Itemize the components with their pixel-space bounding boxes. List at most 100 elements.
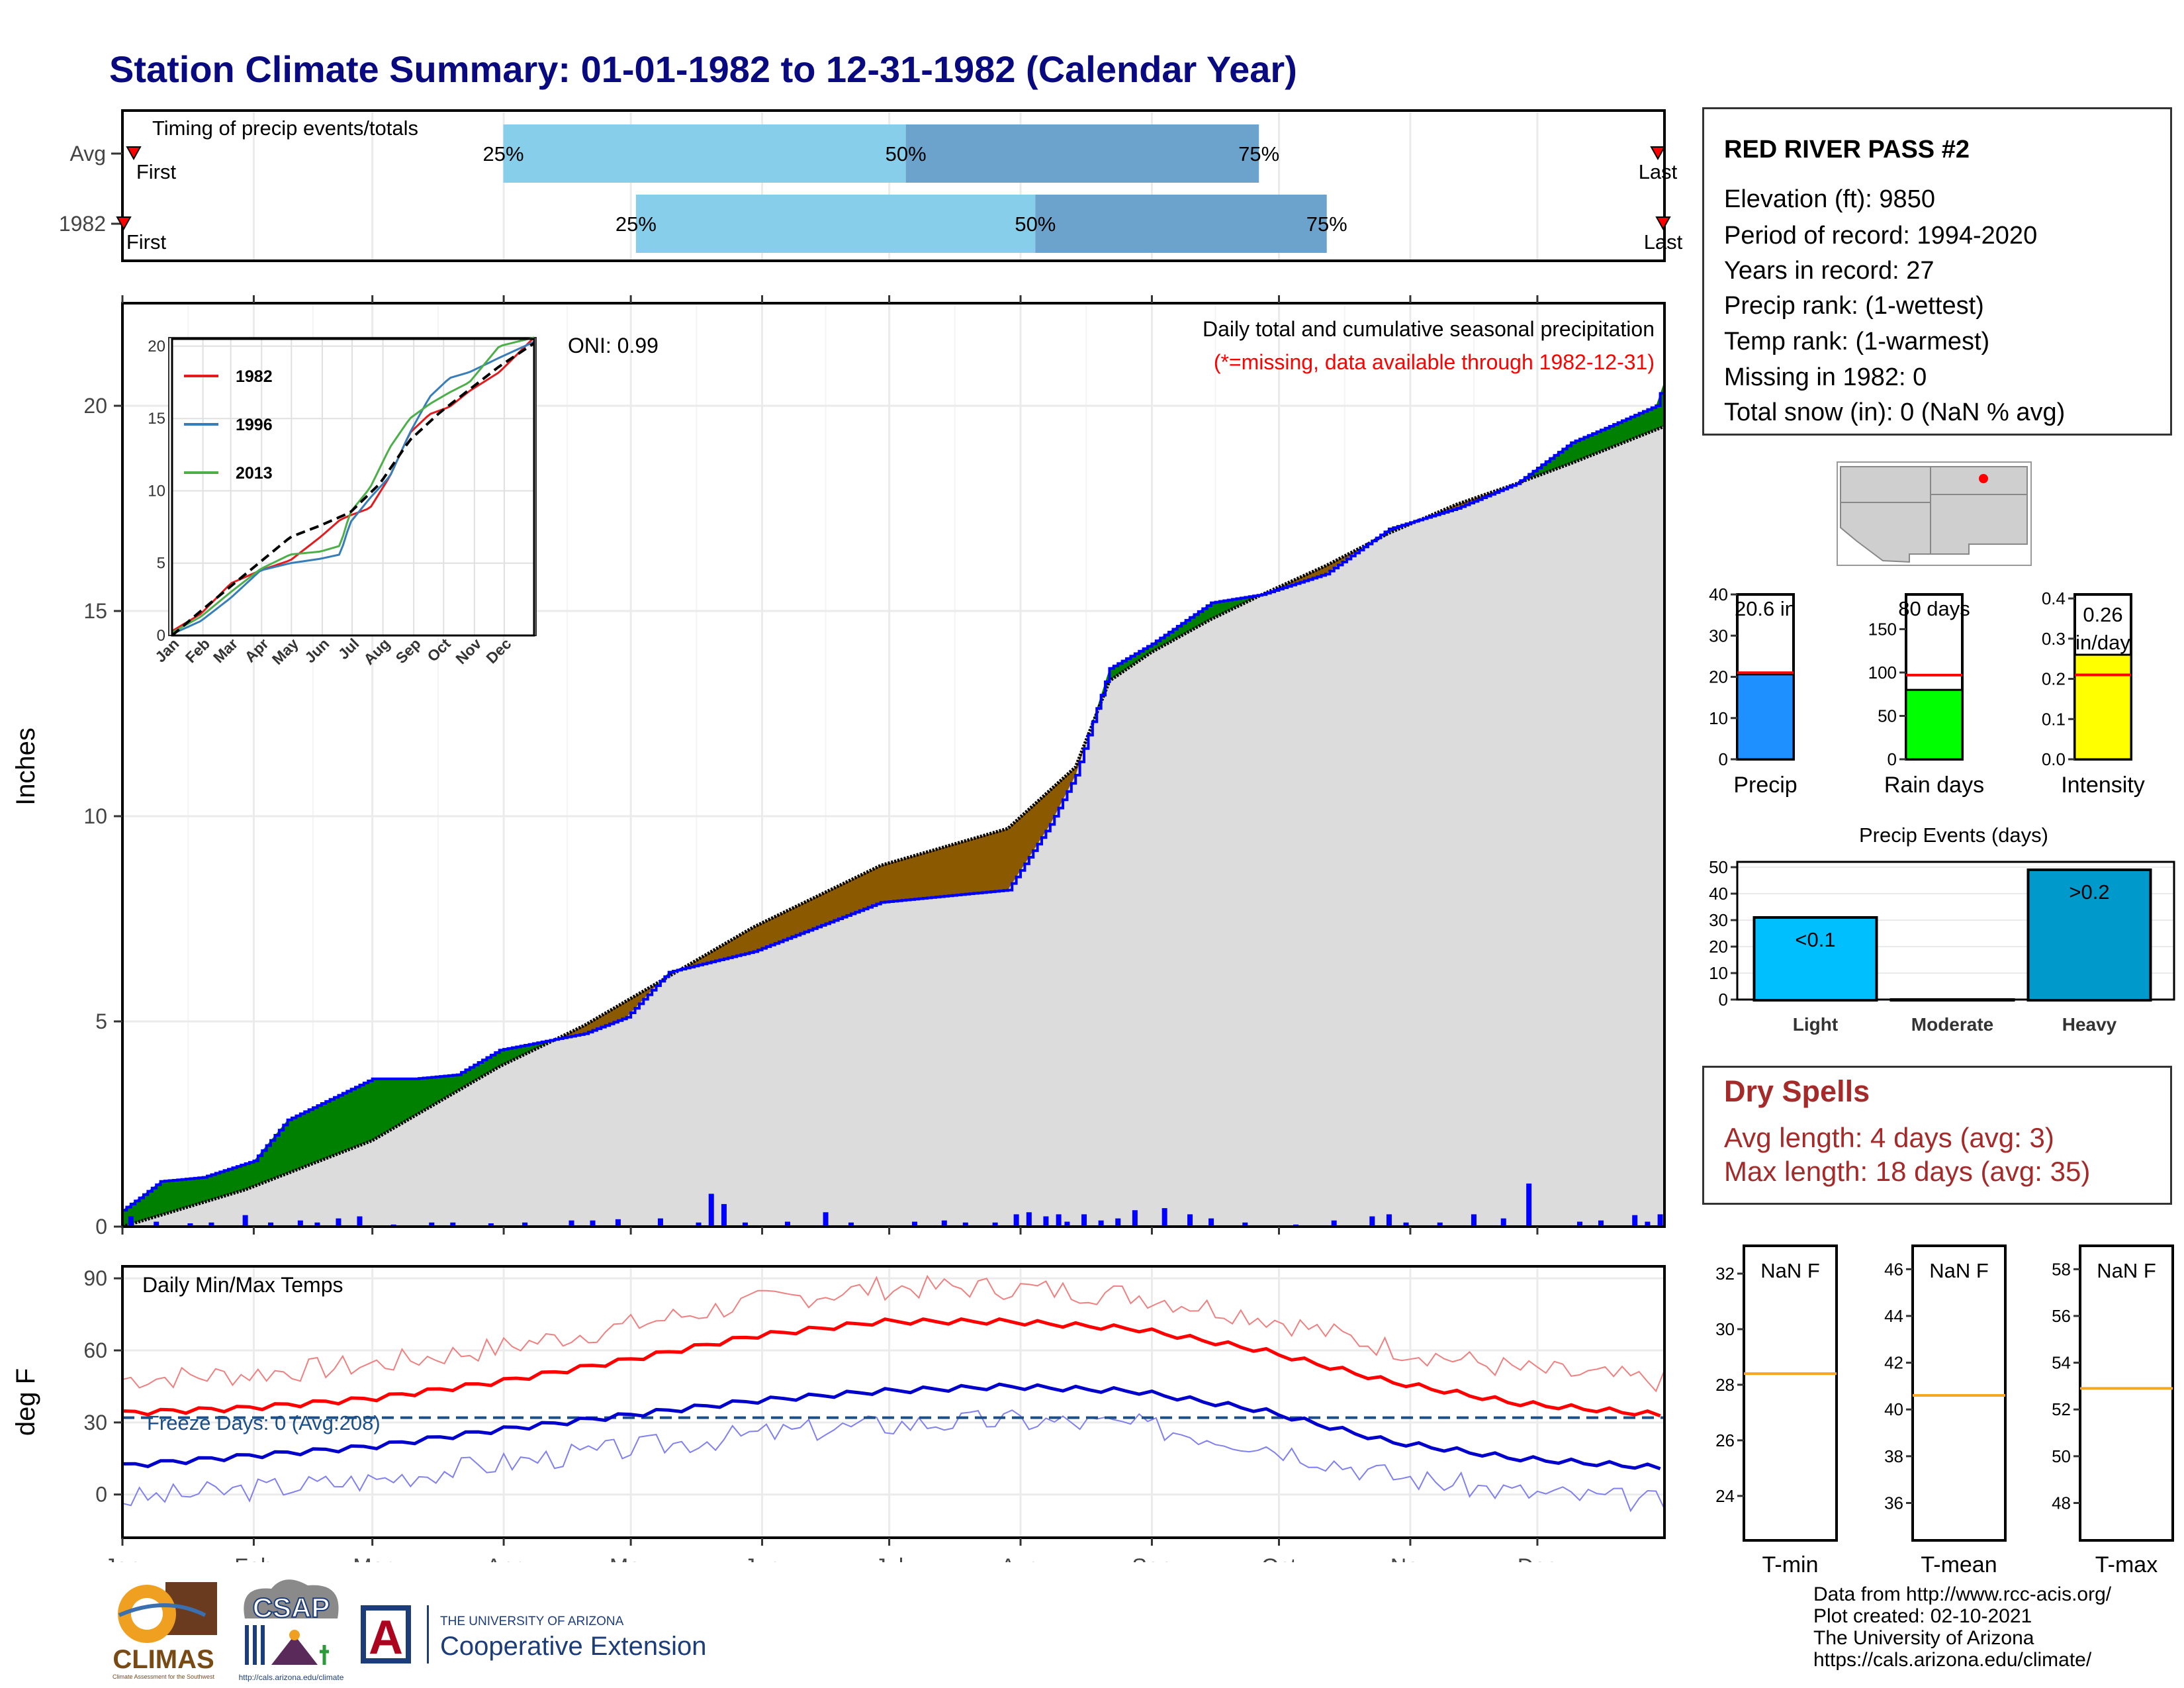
timing-bar-q2 — [635, 195, 1036, 253]
y-tick-label: 20 — [83, 394, 107, 418]
daily-precip-bar — [1657, 1214, 1663, 1227]
daily-precip-bar — [1187, 1214, 1193, 1227]
footer-line: Plot created: 02-10-2021 — [1813, 1605, 2032, 1627]
daily-precip-bar — [992, 1222, 998, 1227]
timing-label-25: 25% — [615, 212, 657, 236]
y-tick-label: 0.1 — [2042, 709, 2066, 729]
mini-bar-value: 20.6 in — [1735, 597, 1796, 620]
first-marker — [126, 146, 142, 161]
daily-precip-bar — [848, 1222, 854, 1227]
timing-row-label: Avg — [69, 142, 106, 165]
y-tick-label: 56 — [2052, 1306, 2071, 1326]
above-avg-area — [656, 970, 678, 986]
y-tick-label: 0 — [95, 1483, 107, 1507]
observed-cumulative-line — [122, 381, 1666, 1212]
station-line: Total snow (in): 0 (NaN % avg) — [1724, 399, 2066, 426]
daily-precip-bar — [657, 1218, 663, 1227]
oni-value: ONI: 0.99 — [568, 334, 659, 357]
daily-precip-bar — [1043, 1216, 1049, 1227]
daily-precip-bar — [1161, 1208, 1167, 1227]
station-info-box: RED RIVER PASS #2 Elevation (ft): 9850 P… — [1702, 107, 2172, 436]
daily-precip-bar — [1500, 1218, 1506, 1227]
precip-chart: 0 5 10 15 20 Daily total and cumulative seas… — [11, 295, 1666, 1239]
y-tick-label: 48 — [2052, 1493, 2071, 1513]
y-tick-label: 26 — [1715, 1430, 1735, 1450]
temp-box-value: NaN F — [2097, 1259, 2156, 1282]
y-tick-label: 100 — [1868, 663, 1897, 682]
timing-bar-q3 — [905, 124, 1259, 183]
y-tick-label: 58 — [2052, 1259, 2071, 1279]
station-location-marker — [1979, 474, 1988, 483]
daily-precip-bar — [784, 1221, 790, 1227]
daily-precip-bar — [297, 1220, 303, 1227]
inset-legend-label: 1996 — [236, 416, 273, 434]
timing-label-75: 75% — [1238, 142, 1279, 165]
daily-precip-bar — [1526, 1183, 1532, 1227]
mini-bar-label: Rain days — [1884, 773, 1984, 798]
first-label: First — [126, 230, 167, 254]
daily-precip-bar — [1437, 1222, 1443, 1227]
daily-precip-bar — [187, 1223, 193, 1227]
daily-precip-bar — [1026, 1212, 1032, 1227]
y-tick-label: 42 — [1884, 1353, 1903, 1373]
precip-ylabel: Inches — [11, 727, 40, 806]
climas-wordmark: CLIMAS — [113, 1645, 214, 1674]
daily-precip-bar — [1064, 1221, 1070, 1227]
mini-bar — [2073, 653, 2132, 761]
station-line: Temp rank: (1-warmest) — [1724, 328, 1990, 355]
temps-title: Daily Min/Max Temps — [142, 1273, 343, 1297]
y-tick-label: 46 — [1884, 1259, 1903, 1279]
month-label: Mar — [353, 1554, 392, 1562]
daily-precip-bar — [590, 1220, 596, 1227]
daily-precip-bar — [1098, 1220, 1104, 1227]
y-tick-label: 32 — [1715, 1264, 1735, 1284]
station-name: RED RIVER PASS #2 — [1724, 136, 1970, 164]
mini-bar — [1736, 673, 1795, 761]
inset-legend-label: 2013 — [236, 464, 273, 483]
record-max-line — [122, 1274, 1665, 1393]
mini-bar-value: 80 days — [1898, 597, 1970, 620]
y-tick-label: 38 — [1884, 1446, 1903, 1466]
y-tick-label: 28 — [1715, 1375, 1735, 1395]
daily-precip-bar — [314, 1222, 320, 1227]
temp-box-frame — [1911, 1244, 2007, 1542]
daily-precip-bar — [823, 1212, 829, 1227]
inset-y-tick-label: 10 — [148, 482, 165, 500]
above-avg-area — [122, 1039, 555, 1227]
y-tick-label: 20 — [1709, 937, 1728, 957]
daily-precip-bar — [708, 1194, 714, 1227]
last-marker — [1650, 146, 1666, 161]
ua-big-text: Cooperative Extension — [440, 1632, 706, 1661]
daily-precip-bar — [450, 1222, 456, 1227]
last-label: Last — [1639, 160, 1678, 183]
daily-precip-bar — [1081, 1214, 1087, 1227]
y-tick-label: 24 — [1715, 1486, 1735, 1506]
temp-box-label: T-max — [2095, 1552, 2158, 1577]
daily-precip-bar — [488, 1223, 494, 1227]
precip-events-chart: Precip Events (days) 0 10 20 30 40 50 <0.1 Ligh… — [1709, 823, 2175, 1035]
y-tick-label: 30 — [1709, 626, 1728, 645]
y-tick-label: 90 — [83, 1266, 107, 1290]
y-tick-label: 40 — [1884, 1399, 1903, 1419]
daily-precip-bar — [1056, 1214, 1062, 1227]
temp-box-value: NaN F — [1760, 1259, 1820, 1282]
last-marker — [1655, 216, 1671, 231]
y-tick-label: 0.0 — [2042, 749, 2066, 769]
ua-letter: A — [369, 1611, 403, 1664]
month-label: Jul — [875, 1554, 903, 1562]
daily-precip-bar — [1576, 1221, 1582, 1227]
month-label: Nov — [1390, 1554, 1430, 1562]
month-label: Jan — [105, 1554, 141, 1562]
month-label: Sep — [1132, 1554, 1172, 1562]
daily-precip-bar — [962, 1222, 968, 1227]
month-label: Aug — [1001, 1554, 1041, 1562]
daily-precip-bar — [1132, 1210, 1138, 1227]
timing-label-75: 75% — [1306, 212, 1347, 236]
timing-label-50: 50% — [886, 142, 927, 165]
climas-subtitle: Climate Assessment for the Southwest — [113, 1673, 215, 1680]
daily-precip-bar — [1331, 1220, 1337, 1227]
daily-precip-bar — [1369, 1216, 1375, 1227]
footer-line: Data from http://www.rcc-acis.org/ — [1813, 1583, 2112, 1605]
daily-precip-bar — [1471, 1214, 1477, 1227]
daily-precip-bar — [242, 1215, 248, 1227]
